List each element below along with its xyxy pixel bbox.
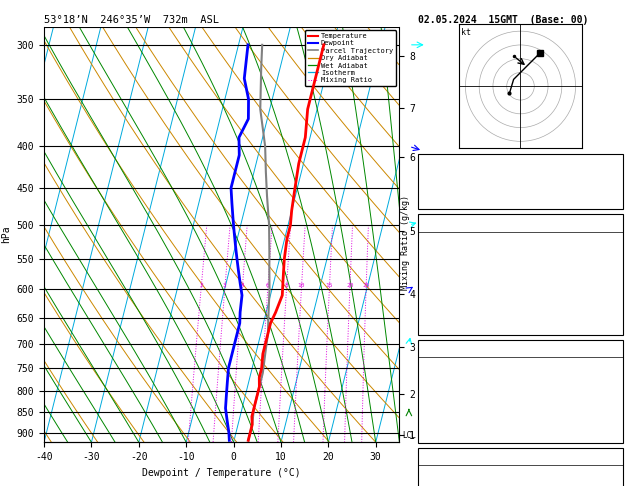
Text: Lifted Index: Lifted Index: [421, 393, 481, 402]
Text: 54: 54: [610, 484, 620, 486]
Text: 0: 0: [615, 411, 620, 420]
Text: 3: 3: [615, 233, 620, 242]
Text: Surface: Surface: [502, 217, 539, 226]
Text: θₑ(K): θₑ(K): [421, 268, 447, 277]
Text: θₑ (K): θₑ (K): [421, 376, 452, 385]
Text: K: K: [421, 157, 426, 166]
Text: 8: 8: [284, 283, 288, 288]
Text: 41: 41: [610, 175, 620, 185]
Text: EH: EH: [421, 466, 431, 475]
Text: LCL: LCL: [402, 431, 416, 440]
Text: 0: 0: [615, 428, 620, 437]
Text: 294: 294: [604, 268, 620, 277]
Text: CIN (J): CIN (J): [421, 428, 457, 437]
Text: 53°18’N  246°35’W  732m  ASL: 53°18’N 246°35’W 732m ASL: [44, 15, 219, 25]
Text: 20: 20: [346, 283, 353, 288]
Text: CIN (J): CIN (J): [421, 320, 457, 330]
Text: Mixing Ratio (g/kg): Mixing Ratio (g/kg): [401, 195, 410, 291]
Text: Totals Totals: Totals Totals: [421, 175, 486, 185]
Y-axis label: hPa: hPa: [1, 226, 11, 243]
Text: 34: 34: [610, 303, 620, 312]
Text: Pressure (mb): Pressure (mb): [421, 358, 486, 367]
Text: 16: 16: [610, 157, 620, 166]
Text: 02.05.2024  15GMT  (Base: 00): 02.05.2024 15GMT (Base: 00): [418, 15, 589, 25]
Text: 300: 300: [604, 376, 620, 385]
Text: 1.7: 1.7: [604, 250, 620, 260]
Text: 6: 6: [266, 283, 270, 288]
Text: PW (cm): PW (cm): [421, 194, 457, 203]
Text: 0: 0: [615, 320, 620, 330]
Text: SREH: SREH: [421, 484, 442, 486]
Text: 40: 40: [610, 466, 620, 475]
Text: kt: kt: [461, 29, 471, 37]
Text: Dewp (°C): Dewp (°C): [421, 250, 467, 260]
Y-axis label: km
ASL: km ASL: [419, 215, 433, 235]
Text: CAPE (J): CAPE (J): [421, 303, 462, 312]
Text: 6: 6: [615, 393, 620, 402]
Text: 25: 25: [362, 283, 370, 288]
Legend: Temperature, Dewpoint, Parcel Trajectory, Dry Adiabat, Wet Adiabat, Isotherm, Mi: Temperature, Dewpoint, Parcel Trajectory…: [305, 30, 396, 86]
Text: 15: 15: [326, 283, 333, 288]
Text: CAPE (J): CAPE (J): [421, 411, 462, 420]
Text: Lifted Index: Lifted Index: [421, 285, 481, 295]
Text: 3: 3: [223, 283, 226, 288]
Text: 9: 9: [615, 285, 620, 295]
Text: © weatheronline.co.uk: © weatheronline.co.uk: [467, 471, 571, 480]
Text: 650: 650: [604, 358, 620, 367]
Text: Most Unstable: Most Unstable: [486, 343, 555, 352]
Text: Hodograph: Hodograph: [496, 451, 545, 460]
Text: Temp (°C): Temp (°C): [421, 233, 467, 242]
X-axis label: Dewpoint / Temperature (°C): Dewpoint / Temperature (°C): [142, 468, 301, 478]
Text: 4: 4: [240, 283, 244, 288]
Text: 10: 10: [298, 283, 305, 288]
Text: 2: 2: [199, 283, 203, 288]
Text: 0.95: 0.95: [599, 194, 620, 203]
